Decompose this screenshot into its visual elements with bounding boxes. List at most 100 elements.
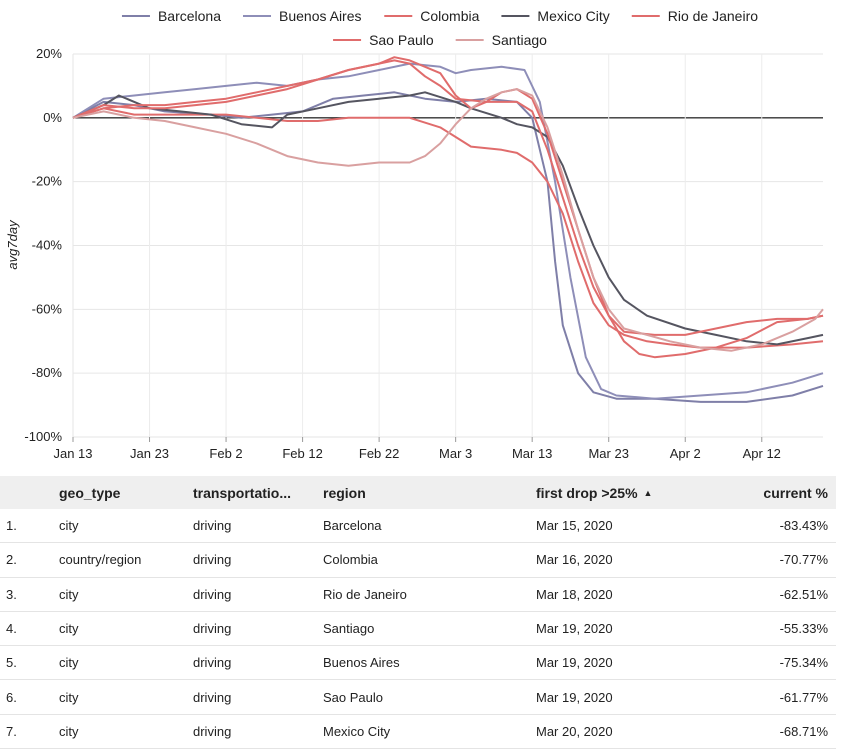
series-line-rio-de-janeiro[interactable] <box>72 59 824 336</box>
y-tick-label: -20% <box>32 174 63 189</box>
cell-geo-type: city <box>59 723 79 739</box>
legend-label: Santiago <box>492 32 547 48</box>
legend-label: Colombia <box>420 8 479 24</box>
cell-current: -68.71% <box>779 723 828 739</box>
x-tick-label: Apr 12 <box>743 446 781 461</box>
cell-current: -70.77% <box>779 552 828 568</box>
y-tick-label: -100% <box>24 429 62 444</box>
table-row[interactable]: 2. country/region driving Colombia Mar 16, 2… <box>0 543 836 578</box>
cell-first-drop: Mar 19, 2020 <box>536 689 613 705</box>
series-line-sao-paulo[interactable] <box>72 56 824 359</box>
line-chart: Barcelona Buenos Aires Colombia Mexico City… <box>5 8 824 461</box>
y-tick-label: 0% <box>43 110 62 125</box>
legend-item[interactable]: Rio de Janeiro <box>631 8 758 24</box>
row-index: 1. <box>6 518 17 534</box>
cell-transportation: driving <box>193 655 232 671</box>
cell-transportation: driving <box>193 621 232 637</box>
cell-first-drop: Mar 19, 2020 <box>536 621 613 637</box>
legend-label: Rio de Janeiro <box>668 8 758 24</box>
cell-region: Sao Paulo <box>323 689 383 705</box>
table-row[interactable]: 6. city driving Sao Paulo Mar 19, 2020 -61.77… <box>0 680 836 715</box>
table-row[interactable]: 3. city driving Rio de Janeiro Mar 18, 2020 -… <box>0 578 836 612</box>
legend-label: Sao Paulo <box>369 32 434 48</box>
header-current[interactable]: current % <box>763 484 828 501</box>
legend-label: Barcelona <box>158 8 221 24</box>
cell-first-drop: Mar 16, 2020 <box>536 552 613 568</box>
x-tick-label: Apr 2 <box>670 446 701 461</box>
plot-area <box>72 56 824 403</box>
y-tick-label: -80% <box>32 365 63 380</box>
cell-current: -75.34% <box>779 655 828 671</box>
chart-grid <box>72 53 823 438</box>
legend-label: Mexico City <box>537 8 609 24</box>
x-tick-label: Feb 2 <box>209 446 242 461</box>
cell-region: Buenos Aires <box>323 655 400 671</box>
row-index: 4. <box>6 621 17 637</box>
cell-region: Mexico City <box>323 723 391 739</box>
cell-region: Colombia <box>323 552 378 568</box>
y-tick-label: -40% <box>32 238 63 253</box>
cell-first-drop: Mar 18, 2020 <box>536 586 613 602</box>
cell-current: -61.77% <box>779 689 828 705</box>
legend-label: Buenos Aires <box>279 8 362 24</box>
x-tick-label: Jan 23 <box>130 446 169 461</box>
data-table: geo_type transportatio... region first d… <box>0 476 836 749</box>
cell-transportation: driving <box>193 586 232 602</box>
cell-geo-type: city <box>59 518 79 534</box>
table-row[interactable]: 1. city driving Barcelona Mar 15, 2020 -83.43… <box>0 509 836 544</box>
cell-current: -62.51% <box>779 586 828 602</box>
x-tick-label: Jan 13 <box>53 446 92 461</box>
x-tick-label: Feb 22 <box>359 446 399 461</box>
y-axis: 20% 0% -20% -40% -60% -80% -100% <box>24 46 62 444</box>
legend-item[interactable]: Mexico City <box>501 8 610 24</box>
y-tick-label: 20% <box>36 46 62 61</box>
cell-first-drop: Mar 19, 2020 <box>536 655 613 671</box>
row-index: 7. <box>6 723 17 739</box>
header-region[interactable]: region <box>323 484 366 501</box>
series-line-mexico-city[interactable] <box>72 91 824 346</box>
row-index: 2. <box>6 552 17 568</box>
cell-geo-type: city <box>59 586 79 602</box>
x-tick-label: Mar 13 <box>512 446 552 461</box>
row-index: 6. <box>6 689 17 705</box>
cell-transportation: driving <box>193 552 232 568</box>
cell-transportation: driving <box>193 689 232 705</box>
table-row[interactable]: 4. city driving Santiago Mar 19, 2020 -55.33% <box>0 612 836 647</box>
cell-current: -55.33% <box>779 621 828 637</box>
cell-region: Rio de Janeiro <box>323 586 407 602</box>
header-transportation[interactable]: transportatio... <box>193 484 292 501</box>
series-line-buenos-aires[interactable] <box>72 62 824 400</box>
header-first-drop[interactable]: first drop >25% ▲ <box>536 485 696 501</box>
legend-item[interactable]: Barcelona <box>121 8 221 24</box>
row-index: 5. <box>6 655 17 671</box>
cell-first-drop: Mar 20, 2020 <box>536 723 613 739</box>
row-index: 3. <box>6 586 17 602</box>
series-line-colombia[interactable] <box>72 107 824 349</box>
legend-item[interactable]: Santiago <box>455 32 547 48</box>
series-line-barcelona[interactable] <box>72 91 824 403</box>
legend-item[interactable]: Buenos Aires <box>243 8 362 24</box>
cell-region: Santiago <box>323 621 375 637</box>
legend-item[interactable]: Sao Paulo <box>333 32 434 48</box>
y-axis-label: avg7day <box>5 219 20 270</box>
cell-geo-type: country/region <box>59 552 142 568</box>
cell-geo-type: city <box>59 655 79 671</box>
legend-item[interactable]: Colombia <box>384 8 480 24</box>
cell-geo-type: city <box>59 621 79 637</box>
header-geo-type[interactable]: geo_type <box>59 484 121 501</box>
cell-region: Barcelona <box>323 518 382 534</box>
table-row[interactable]: 7. city driving Mexico City Mar 20, 2020 -68.… <box>0 715 836 749</box>
table-row[interactable]: 5. city driving Buenos Aires Mar 19, 2020 -75… <box>0 646 836 681</box>
cell-transportation: driving <box>193 723 232 739</box>
x-tick-label: Mar 23 <box>588 446 628 461</box>
cell-first-drop: Mar 15, 2020 <box>536 518 613 534</box>
cell-geo-type: city <box>59 689 79 705</box>
header-first-drop-label: first drop >25% <box>536 484 638 501</box>
table-header: geo_type transportatio... region first d… <box>0 476 836 509</box>
cell-transportation: driving <box>193 518 232 534</box>
x-tick-label: Feb 12 <box>282 446 322 461</box>
series-line-santiago[interactable] <box>72 88 824 352</box>
x-tick-label: Mar 3 <box>439 446 472 461</box>
sort-ascending-icon[interactable]: ▲ <box>643 487 653 498</box>
chart-legend[interactable]: Barcelona Buenos Aires Colombia Mexico City… <box>121 8 758 48</box>
